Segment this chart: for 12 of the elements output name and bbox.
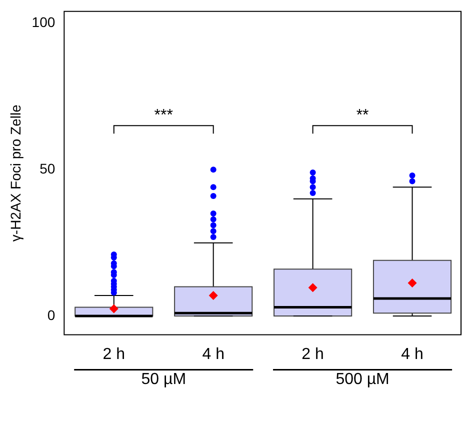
x-tick-label: 4 h xyxy=(401,346,424,363)
text: 50 µM xyxy=(141,371,186,388)
x-tick-label: 4 h xyxy=(202,346,224,363)
y-tick-label: 0 xyxy=(47,306,56,323)
y-tick-label: 100 xyxy=(32,14,56,30)
x-tick-label: 2 h xyxy=(302,346,324,363)
y-tick-label: 50 xyxy=(40,160,56,176)
y-axis-title: γ-H2AX Foci pro Zelle xyxy=(7,104,24,242)
annotation: ** xyxy=(356,107,369,124)
text: 500 µM xyxy=(336,371,390,388)
x-tick-label: 2 h xyxy=(102,346,126,363)
annotation: *** xyxy=(154,107,173,124)
